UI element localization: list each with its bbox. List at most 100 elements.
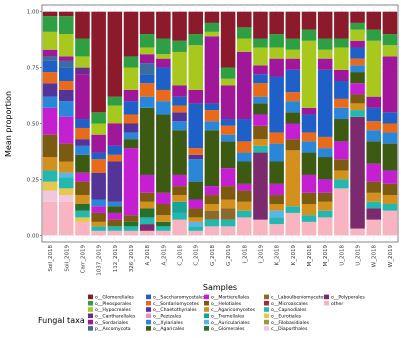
bar-segment	[123, 139, 139, 149]
bar-segment	[301, 40, 317, 108]
bar-segment	[220, 67, 236, 79]
bar-segment	[75, 210, 90, 218]
bar-segment	[253, 103, 268, 115]
bar-segment	[285, 212, 301, 236]
bar-segment	[220, 11, 236, 68]
legend-label: o__Capnodiales	[271, 307, 307, 313]
bar-segment	[269, 210, 284, 218]
bar-segment	[42, 181, 58, 191]
bar-segment	[42, 170, 58, 182]
bar-segment	[42, 134, 58, 158]
bar-segment	[220, 119, 236, 126]
bar-segment	[317, 210, 333, 218]
legend-label: p__Ascomycota	[95, 326, 131, 332]
x-axis-title: Samples	[203, 283, 237, 292]
bar-segment	[317, 136, 333, 149]
bar-segment	[123, 11, 139, 57]
bar-segment	[269, 58, 284, 77]
bar-segment	[366, 130, 382, 142]
bar-segment	[123, 132, 139, 140]
bar-segment	[285, 123, 301, 140]
bar-segment	[285, 150, 301, 207]
bar-segment	[220, 85, 236, 120]
bar-segment	[334, 141, 349, 160]
bar-segment	[382, 45, 398, 57]
bar-segment	[75, 203, 90, 211]
legend-swatch	[88, 300, 93, 306]
bar-segment	[366, 40, 382, 97]
x-tick-label: I_2019	[258, 245, 264, 264]
bar-segment	[285, 92, 301, 102]
bar-segment	[301, 203, 317, 216]
legend-label: c__Sordariomycetes	[153, 301, 200, 307]
bar-segment	[204, 36, 220, 104]
bar-segment	[188, 34, 204, 46]
bar-segment	[123, 123, 139, 133]
bar-segment	[107, 230, 123, 236]
bar-segment	[334, 119, 349, 142]
legend-swatch	[146, 326, 151, 331]
bar-segment	[58, 143, 74, 162]
bar-segment	[91, 199, 106, 207]
bar-segment	[382, 56, 398, 113]
bar-segment	[285, 38, 301, 50]
bar-segment	[123, 230, 139, 236]
bar-segment	[366, 107, 382, 122]
bar-segment	[188, 45, 204, 90]
x-tick-label: A_2019	[161, 245, 167, 266]
bar-segment	[236, 152, 252, 162]
bar-segment	[75, 221, 90, 236]
legend-swatch	[204, 300, 209, 306]
bar-segment	[156, 203, 171, 216]
bar-segment	[139, 208, 155, 218]
legend-label: o__Eurotiales	[271, 314, 302, 320]
bar-segment	[42, 107, 58, 135]
bar-segment	[317, 69, 333, 137]
bar-segment	[269, 203, 284, 211]
y-tick-label: 0.00	[27, 233, 40, 239]
bar-segment	[42, 201, 58, 236]
legend-swatch	[204, 307, 209, 312]
bar-segment	[139, 217, 155, 225]
bar-segment	[188, 230, 204, 236]
bar-segment	[139, 201, 155, 209]
bar-segment	[156, 230, 171, 236]
legend-swatch	[146, 294, 151, 300]
bar-segment	[334, 81, 349, 99]
bar-segment	[172, 51, 187, 86]
bar-segment	[285, 69, 301, 93]
bar-segment	[75, 119, 90, 128]
bar-segment	[204, 186, 220, 196]
bar-segment	[334, 107, 349, 120]
bar-segment	[188, 103, 204, 149]
bar-segment	[334, 69, 349, 82]
bar-segment	[269, 217, 284, 225]
legend-label: o__Agaricales	[153, 326, 185, 332]
bar-segment	[188, 181, 204, 200]
bar-segment	[236, 201, 252, 211]
bar-segment	[91, 112, 106, 124]
bar-segment	[139, 230, 155, 236]
bar-segment	[204, 203, 220, 211]
bar-segment	[204, 110, 220, 122]
bar-segment	[269, 161, 284, 184]
bar-segment	[236, 210, 252, 218]
bar-segment	[317, 179, 333, 193]
bar-segment	[350, 103, 365, 111]
bar-segment	[350, 22, 365, 30]
bar-segment	[220, 226, 236, 236]
bar-segment	[139, 96, 155, 108]
bar-segment	[317, 148, 333, 158]
legend-label: o__Mortierellales	[211, 295, 250, 301]
x-tick-label: G_2019	[226, 245, 232, 267]
bar-segment	[75, 139, 90, 146]
bar-segment	[334, 188, 349, 236]
bar-segment	[301, 11, 317, 30]
legend-swatch	[146, 319, 151, 325]
legend-label: c__Agaricomycetes	[211, 307, 256, 313]
bar-segment	[204, 210, 220, 220]
bar-segment	[42, 190, 58, 202]
bar-segment	[220, 219, 236, 227]
bar-segment	[91, 134, 106, 153]
bar-segment	[91, 11, 106, 113]
